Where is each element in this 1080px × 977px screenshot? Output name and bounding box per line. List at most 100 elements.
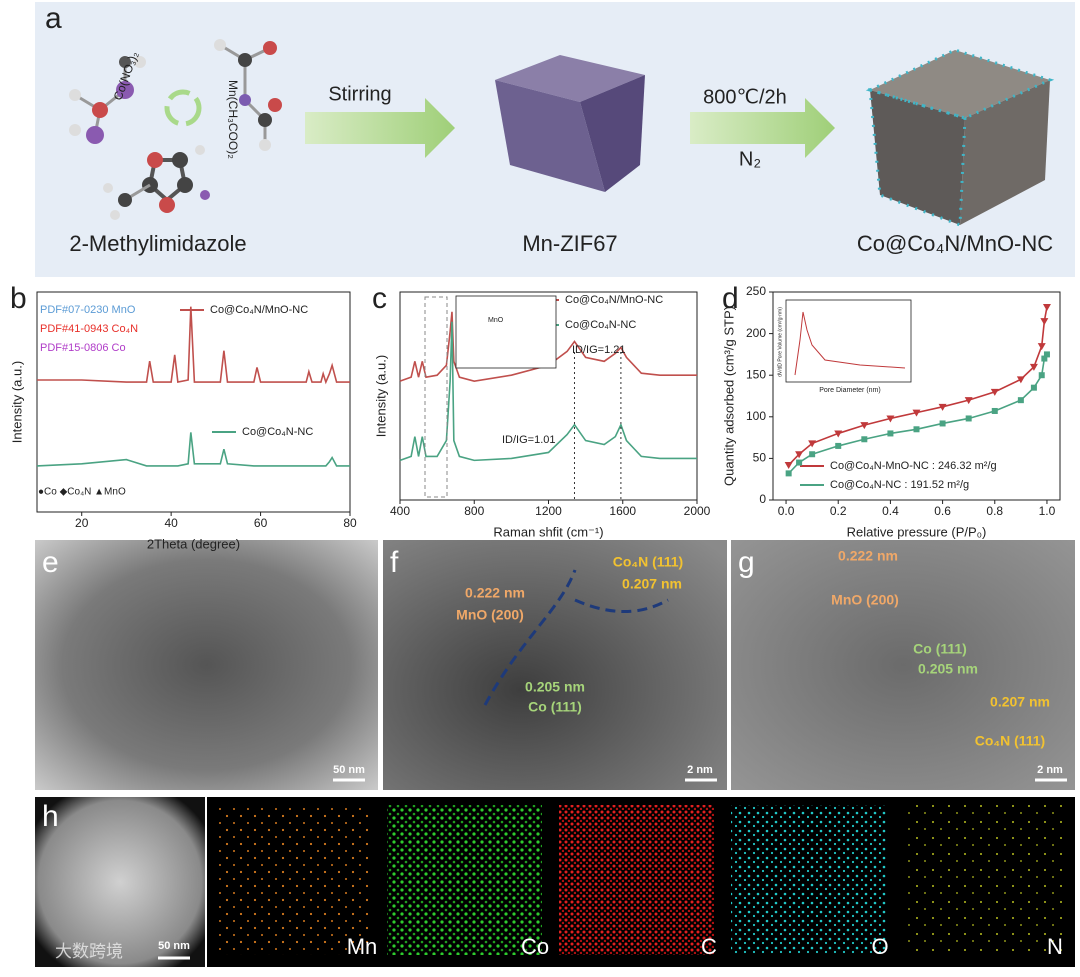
x-tick-label: 0.8 [986, 504, 1003, 518]
scale-label: 50 nm [333, 764, 365, 776]
annotation: MnO (200) [831, 592, 899, 608]
marker-key: ●Co ◆Co₄N ▲MnO [38, 487, 126, 498]
point [784, 462, 793, 470]
legend-label: Co@Co₄N-NC : 191.52 m²/g [830, 479, 969, 491]
y-tick-label: 0 [759, 492, 766, 506]
x-tick-label: 1200 [535, 504, 562, 518]
arrow [690, 98, 835, 158]
series-line [399, 321, 697, 462]
panel-label: g [738, 546, 755, 579]
series-line [36, 432, 350, 467]
x-tick-label: 40 [164, 516, 178, 530]
x-tick-label: 20 [75, 516, 89, 530]
panel-label: a [45, 2, 62, 35]
point [1016, 376, 1025, 384]
element-label: N [1047, 934, 1063, 959]
legend-label: Co@Co₄N-MnO-NC : 246.32 m²/g [830, 460, 997, 472]
annotation: Co₄N (111) [613, 554, 683, 570]
point [1040, 318, 1049, 326]
hrtem-image [731, 540, 1075, 790]
point [808, 440, 817, 448]
annotation: Co₄N (111) [975, 733, 1045, 749]
y-tick-label: 200 [746, 326, 766, 340]
point [887, 430, 894, 437]
point [795, 451, 804, 459]
inset-curve [794, 311, 906, 376]
plot-frame [36, 291, 351, 513]
caption: 2-Methylimidazole [69, 231, 246, 256]
point [1029, 363, 1038, 371]
element-label: Mn [347, 934, 378, 959]
inset-label: MnO [488, 317, 504, 324]
y-tick-label: 50 [753, 451, 767, 465]
scale-label: 2 nm [1037, 764, 1063, 776]
annotation: MnO (200) [456, 607, 524, 623]
x-tick-label: 1.0 [1039, 504, 1056, 518]
x-tick-label: 800 [464, 504, 484, 518]
inset [455, 295, 557, 369]
y-axis-label: Intensity (a.u.) [9, 361, 24, 443]
point [991, 407, 998, 414]
panel-label: f [390, 546, 399, 579]
step-label: 800℃/2h [703, 86, 787, 108]
point [1038, 372, 1045, 379]
annotation: Co (111) [913, 641, 967, 657]
point [1043, 351, 1050, 358]
point [861, 436, 868, 443]
mof-cube [495, 55, 645, 192]
haadf-image [35, 797, 205, 967]
x-tick-label: 80 [343, 516, 357, 530]
step-label: N₂ [739, 148, 761, 170]
caption: Mn-ZIF67 [522, 231, 617, 256]
panel-label: d [722, 282, 739, 315]
molecules [69, 39, 282, 220]
annotation: ID/IG=1.21 [572, 344, 626, 356]
annotation: 0.222 nm [838, 548, 898, 564]
inset-y-label: dV/dD Pore Volume (cm³/g·nm) [777, 307, 783, 377]
eds-maps [207, 797, 1075, 967]
scale-label: 50 nm [158, 940, 190, 952]
point [785, 470, 792, 477]
point [990, 388, 999, 396]
x-axis-label: Raman shfit (cm⁻¹) [493, 524, 603, 539]
x-tick-label: 1600 [609, 504, 636, 518]
inset-x-label: Pore Diameter (nm) [819, 387, 880, 394]
point [938, 403, 947, 411]
point [965, 415, 972, 422]
point [1037, 343, 1046, 351]
legend-label: Co@Co₄N-NC [242, 426, 313, 438]
point [1041, 355, 1048, 362]
step-label: Stirring [328, 83, 391, 105]
reagent-label: Mn(CH₃COO)₂ [226, 80, 240, 159]
reference-label: PDF#07-0230 MnO [40, 304, 136, 316]
x-tick-label: 2000 [684, 504, 711, 518]
legend-label: Co@Co₄N-NC [565, 319, 636, 331]
series-line [399, 311, 697, 382]
annotation: 0.205 nm [525, 679, 585, 695]
element-label: Co [521, 934, 549, 959]
zoom-box [424, 296, 448, 498]
panel-label: b [10, 282, 27, 315]
point [912, 409, 921, 417]
annotation: 0.207 nm [990, 694, 1050, 710]
panel-label: e [42, 546, 59, 579]
x-tick-label: 0.2 [830, 504, 847, 518]
point [886, 415, 895, 423]
element-label: O [871, 934, 888, 959]
annotation: 0.207 nm [622, 576, 682, 592]
legend-label: Co@Co₄N/MnO-NC [210, 304, 308, 316]
y-tick-label: 100 [746, 409, 766, 423]
point [939, 420, 946, 427]
arrow [305, 98, 455, 158]
reference-label: PDF#15-0806 Co [40, 342, 126, 354]
x-tick-label: 400 [390, 504, 410, 518]
hrtem-image [383, 540, 727, 790]
y-axis-label: Quantity adsorbed (cm³/g STP) [721, 306, 736, 486]
y-tick-label: 150 [746, 367, 766, 381]
x-tick-label: 60 [254, 516, 268, 530]
point [809, 451, 816, 458]
annotation: 0.222 nm [465, 585, 525, 601]
point [860, 422, 869, 430]
x-tick-label: 0.6 [934, 504, 951, 518]
